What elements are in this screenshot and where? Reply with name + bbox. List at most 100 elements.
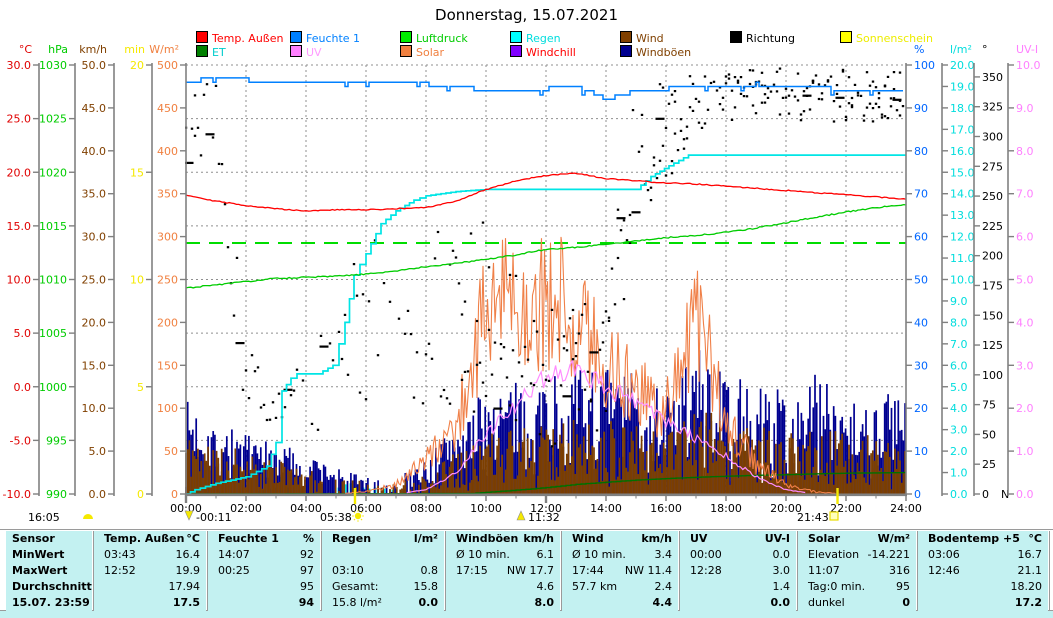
stats-cell: Gesamt: <box>332 580 379 593</box>
sunrise-icon <box>353 511 356 514</box>
table-row: 94 <box>208 595 320 611</box>
stats-cell: 14:07 <box>218 548 250 561</box>
stats-cell: 16.4 <box>175 548 201 561</box>
time-tick-label: 14:00 <box>590 502 622 515</box>
axis-rain: 0.0 1.0 2.0 3.0 4.0 5.0 6.0 7.0 8.0 9.0 10.0 11.0 12… <box>941 43 975 501</box>
svg-text:1000: 1000 <box>39 381 67 394</box>
stats-cell: NW 17.7 <box>506 564 554 577</box>
svg-text:0.0: 0.0 <box>89 488 107 501</box>
svg-text:20: 20 <box>130 59 144 72</box>
svg-text:275: 275 <box>982 160 1003 173</box>
sunset-icon <box>829 511 839 521</box>
stats-cell: 17:15 <box>456 564 488 577</box>
svg-text:6.0: 6.0 <box>1016 231 1034 244</box>
legend-swatch <box>400 31 412 43</box>
uv-line <box>406 358 806 494</box>
table-row: 11:07 316 <box>798 563 916 579</box>
svg-text:50: 50 <box>982 428 996 441</box>
stats-cell: 0.0 <box>772 548 791 561</box>
table-row: 4.6 <box>446 579 560 595</box>
svg-text:11.0: 11.0 <box>950 252 975 265</box>
svg-text:1015: 1015 <box>39 220 67 233</box>
sunrise-icon <box>360 511 363 514</box>
svg-text:20.0: 20.0 <box>950 59 975 72</box>
svg-text:100: 100 <box>157 402 178 415</box>
moonset-icon <box>184 510 194 521</box>
table-row: 18.20 <box>918 579 1048 595</box>
legend-label: Windchill <box>526 46 576 59</box>
stats-cell: l/m² <box>413 532 438 545</box>
stats-cell: 17.2 <box>1014 596 1042 609</box>
stats-cell: 03:06 <box>928 548 960 561</box>
table-row: Elevation -14.221 <box>798 547 916 563</box>
stats-cell: 97 <box>300 564 314 577</box>
table-row: 8.0 <box>446 595 560 611</box>
svg-text:0.0: 0.0 <box>14 381 32 394</box>
axis-header-temp: °C <box>19 43 33 56</box>
table-row: 17.94 <box>94 579 206 595</box>
svg-text:350: 350 <box>157 188 178 201</box>
legend-label: Wind <box>636 32 664 45</box>
row-label: Durchschnitt <box>12 580 92 593</box>
svg-text:20.0: 20.0 <box>82 316 107 329</box>
svg-text:5.0: 5.0 <box>89 445 107 458</box>
svg-text:0.0: 0.0 <box>950 488 968 501</box>
stats-table: Sensor MinWert MaxWert Durchschnitt 15.07. 2… <box>0 529 1053 611</box>
stats-cell: 4.4 <box>652 596 673 609</box>
svg-text:5.0: 5.0 <box>950 381 968 394</box>
stats-cell: Wind <box>572 532 604 545</box>
temp-au-en-line <box>185 172 907 212</box>
stats-cell: % <box>302 532 314 545</box>
column-separator <box>796 531 798 611</box>
stats-cell: -14.221 <box>867 548 910 561</box>
table-row: 03:10 0.8 <box>322 563 444 579</box>
stats-cell: 316 <box>889 564 910 577</box>
svg-text:8.0: 8.0 <box>950 316 968 329</box>
svg-text:400: 400 <box>157 145 178 158</box>
stats-cell: UV <box>690 532 708 545</box>
axis-temp: -10.0 -5.0 0.0 5.0 10.0 15.0 20.0 25.0 30.0 °C <box>3 43 40 501</box>
svg-text:1025: 1025 <box>39 113 67 126</box>
svg-text:1.0: 1.0 <box>1016 445 1034 458</box>
table-row: 12:52 19.9 <box>94 563 206 579</box>
stats-cell: UV-I <box>764 532 790 545</box>
legend-swatch <box>400 45 412 57</box>
svg-text:995: 995 <box>46 434 67 447</box>
stats-cell: 17.5 <box>172 596 200 609</box>
legend-label: Luftdruck <box>416 32 468 45</box>
stats-cell: 0.0 <box>418 596 439 609</box>
svg-text:0: 0 <box>137 488 144 501</box>
sunrise-time: 05:38 <box>320 511 352 524</box>
axis-header-rain: l/m² <box>950 43 972 56</box>
table-row: 0.0 <box>680 595 796 611</box>
svg-text:100: 100 <box>982 369 1003 382</box>
time-tick-label: 00:00 <box>170 502 202 515</box>
svg-text:1030: 1030 <box>39 59 67 72</box>
stats-column-windb-en: Windböen km/h Ø 10 min. 6.1 17:15 NW 17.7 4.6 8… <box>446 531 560 611</box>
time-tick-label: 24:00 <box>890 502 922 515</box>
svg-text:16.0: 16.0 <box>950 145 975 158</box>
stats-cell: 19.9 <box>175 564 201 577</box>
svg-text:200: 200 <box>982 250 1003 263</box>
svg-text:20.0: 20.0 <box>7 166 32 179</box>
table-row: 00:25 97 <box>208 563 320 579</box>
legend-label: Sonnenschein <box>856 32 933 45</box>
stats-column-feuchte-1: Feuchte 1% 14:07 92 00:25 97 95 94 <box>208 531 320 611</box>
table-row: 17:15 NW 17.7 <box>446 563 560 579</box>
svg-text:150: 150 <box>982 309 1003 322</box>
stats-cell: 8.0 <box>534 596 555 609</box>
axis-header-wind: km/h <box>79 43 107 56</box>
legend-item-windb-en: Windböen <box>620 45 691 59</box>
svg-text:30.0: 30.0 <box>82 231 107 244</box>
stats-cell: Temp. Außen <box>104 532 185 545</box>
sunrise-icon <box>360 518 363 521</box>
svg-text:150: 150 <box>157 359 178 372</box>
stats-column-sensor: Sensor MinWert MaxWert Durchschnitt 15.07. 2… <box>6 531 92 611</box>
svg-text:8.0: 8.0 <box>1016 145 1034 158</box>
svg-text:5: 5 <box>137 381 144 394</box>
axis-header-sunshine: min <box>124 43 145 56</box>
svg-text:0: 0 <box>982 488 989 501</box>
axis-humidity: 0 10 20 30 40 50 60 70 80 90 100% <box>905 43 935 501</box>
moon-time-icon <box>83 514 93 519</box>
column-separator <box>678 531 680 611</box>
